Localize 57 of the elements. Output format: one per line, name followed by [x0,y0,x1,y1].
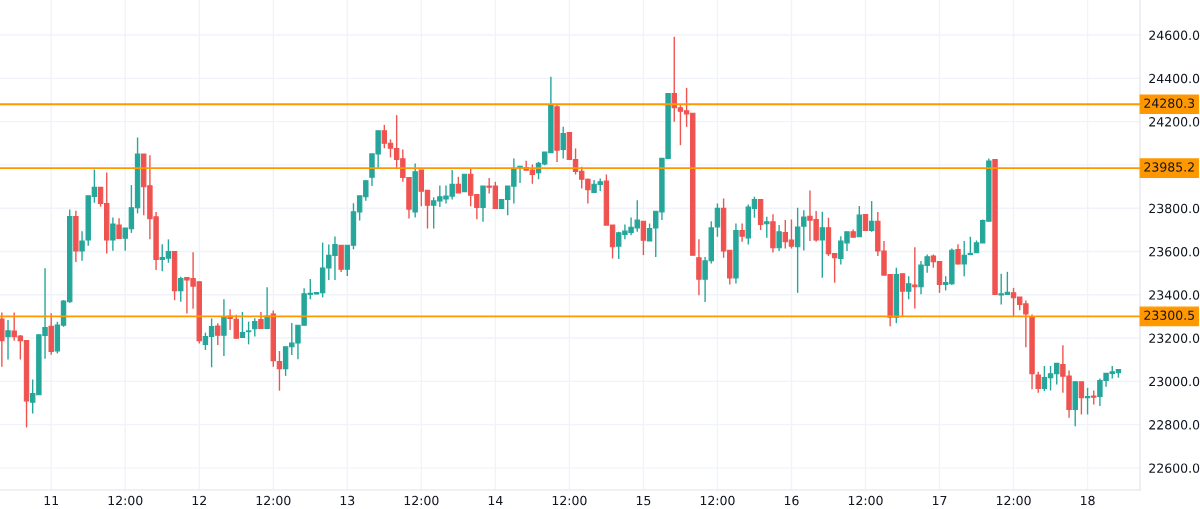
ref-line-label: 24280.3 [1144,98,1195,108]
candlestick [480,185,486,223]
candlestick [264,286,270,330]
y-tick-label: 23400.0 [1149,290,1200,300]
x-tick-label: 12:00 [996,495,1031,506]
y-tick-label: 24400.0 [1149,73,1200,84]
candlestick [764,216,770,239]
candlestick [560,126,566,160]
candlestick [0,311,5,368]
candlestick [899,273,906,317]
candlestick [856,205,863,238]
candlestick [868,200,875,233]
candlestick [819,210,826,279]
x-tick-label: 12:00 [404,495,439,506]
y-tick-label: 24600.0 [1149,30,1200,40]
candlestick [215,322,221,346]
x-tick-label: 12 [192,495,206,506]
candlestick [1078,381,1085,416]
x-tick-label: 14 [488,495,503,506]
candlestick [252,317,258,338]
x-tick-label: 12:00 [848,495,883,506]
candlestick [912,246,918,310]
x-tick-label: 17 [932,495,947,506]
candlestick [245,320,252,346]
x-tick-label: 12:00 [552,495,587,506]
ref-line-label: 23985.2 [1144,162,1194,172]
candlestick [905,275,912,301]
ref-line-label: 23300.5 [1144,310,1195,320]
y-tick-label: 23800.0 [1149,203,1200,214]
y-tick-label: 23000.0 [1149,376,1200,387]
y-tick-label: 24200.0 [1149,117,1200,127]
candlestick [221,298,227,357]
y-tick-label: 23200.0 [1149,333,1200,343]
candlestick [696,238,702,296]
candlestick [714,202,721,238]
candlestick [110,216,116,252]
x-tick-label: 12:00 [108,495,143,506]
candlestick [640,220,647,256]
x-tick-label: 15 [636,495,651,506]
x-tick-label: 18 [1080,495,1095,506]
y-tick-label: 22600.0 [1149,463,1200,473]
y-tick-label: 22800.0 [1149,420,1200,430]
candlestick [1035,371,1041,394]
candlestick [239,311,246,339]
candlestick [961,240,967,277]
x-tick-label: 12:00 [256,495,291,506]
x-tick-label: 12:00 [700,495,735,506]
x-tick-label: 11 [44,495,58,506]
x-tick-label: 13 [340,495,355,506]
x-tick-label: 16 [784,495,799,506]
y-tick-label: 23600.0 [1149,246,1200,257]
candlestick [276,350,283,392]
candlestick [116,217,122,240]
candlestick [739,222,745,243]
candlestick [776,224,782,252]
candlestick [5,319,11,361]
candlestick [178,276,184,303]
